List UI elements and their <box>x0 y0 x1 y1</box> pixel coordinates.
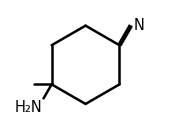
Text: H₂N: H₂N <box>14 100 42 115</box>
Text: N: N <box>134 18 145 33</box>
